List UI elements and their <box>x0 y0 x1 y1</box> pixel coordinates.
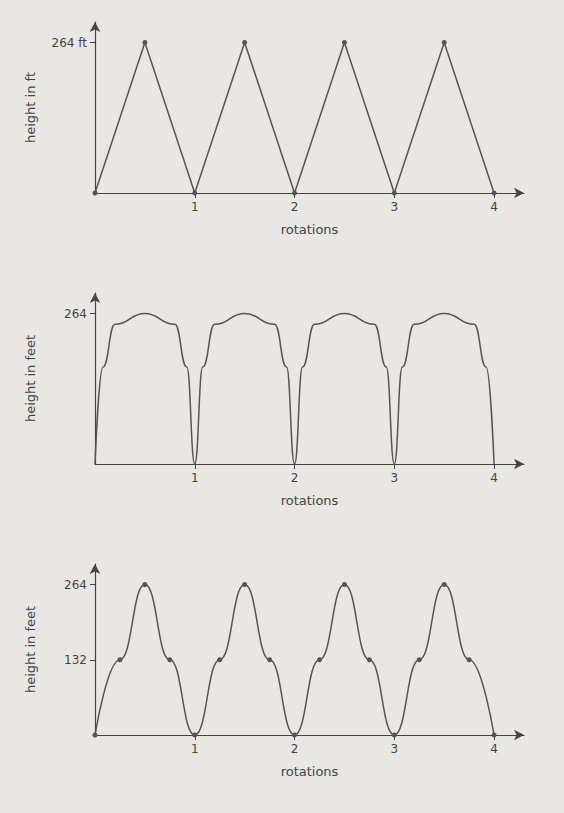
svg-text:rotations: rotations <box>281 222 339 237</box>
svg-text:rotations: rotations <box>281 493 339 508</box>
svg-text:rotations: rotations <box>281 764 339 779</box>
svg-text:1: 1 <box>191 742 199 756</box>
svg-text:1: 1 <box>191 471 199 485</box>
svg-text:height in ft: height in ft <box>23 72 38 143</box>
svg-text:264: 264 <box>64 578 87 592</box>
svg-text:3: 3 <box>390 471 398 485</box>
svg-text:4: 4 <box>490 742 498 756</box>
svg-text:1: 1 <box>191 200 199 214</box>
svg-text:height in feet: height in feet <box>23 606 38 693</box>
svg-text:4: 4 <box>490 471 498 485</box>
svg-text:132: 132 <box>64 653 87 667</box>
svg-text:2: 2 <box>291 742 299 756</box>
svg-text:3: 3 <box>390 742 398 756</box>
svg-text:264: 264 <box>64 307 87 321</box>
svg-text:4: 4 <box>490 200 498 214</box>
svg-text:264 ft: 264 ft <box>52 36 88 50</box>
svg-text:2: 2 <box>291 471 299 485</box>
svg-text:3: 3 <box>390 200 398 214</box>
svg-text:height in feet: height in feet <box>23 335 38 422</box>
svg-text:2: 2 <box>291 200 299 214</box>
